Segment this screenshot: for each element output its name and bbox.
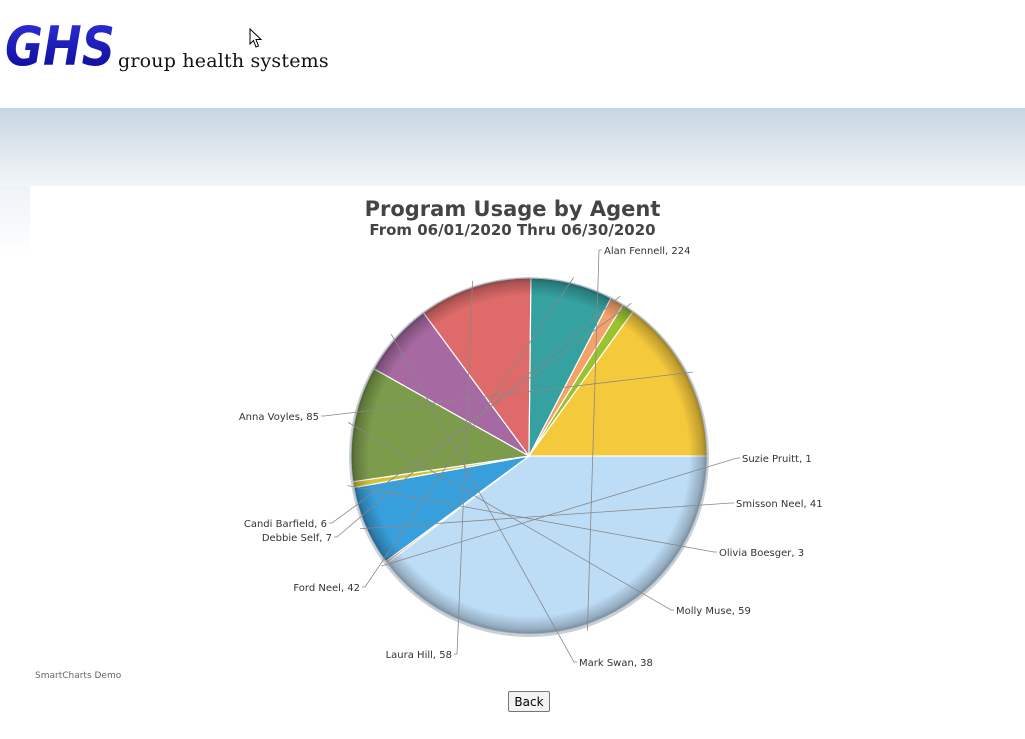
page-header: GHS group health systems: [0, 0, 1025, 108]
slice-label-1: Suzie Pruitt, 1: [742, 454, 812, 465]
chart-subtitle: From 06/01/2020 Thru 06/30/2020: [369, 221, 656, 239]
mouse-cursor-icon: [249, 28, 263, 48]
leader-line-8: [334, 295, 621, 538]
ghs-logo: GHS: [5, 18, 115, 74]
leader-line-7: [362, 277, 574, 588]
slice-label-9: Candi Barfield, 6: [244, 519, 327, 530]
leader-line-5: [390, 333, 577, 663]
leader-line-6: [454, 280, 473, 655]
slice-label-10: Anna Voyles, 85: [239, 412, 319, 423]
slice-label-8: Debbie Self, 7: [262, 533, 332, 544]
leader-line-4: [347, 422, 674, 611]
back-button[interactable]: Back: [508, 691, 550, 712]
leader-line-10: [321, 371, 693, 417]
slice-label-7: Ford Neel, 42: [293, 583, 360, 594]
pie-bevel: [351, 278, 707, 634]
slice-label-0: Alan Fennell, 224: [604, 246, 690, 257]
leader-line-0: [587, 249, 602, 631]
slice-label-2: Smisson Neel, 41: [736, 499, 823, 510]
chart-title: Program Usage by Agent: [364, 197, 661, 221]
slice-label-6: Laura Hill, 58: [386, 650, 452, 661]
logo-lettering: GHS: [5, 18, 115, 74]
slice-label-5: Mark Swan, 38: [579, 658, 653, 669]
smartcharts-note: SmartCharts Demo: [35, 671, 122, 681]
pie-outline: [350, 277, 708, 635]
band-fade: [0, 186, 30, 256]
leader-line-3: [347, 485, 717, 553]
leader-line-9: [329, 302, 632, 524]
slice-label-4: Molly Muse, 59: [676, 606, 751, 617]
logo-tagline: group health systems: [118, 50, 329, 72]
header-band: [0, 108, 1025, 186]
leader-line-2: [359, 502, 734, 530]
slice-label-3: Olivia Boesger, 3: [719, 548, 804, 559]
